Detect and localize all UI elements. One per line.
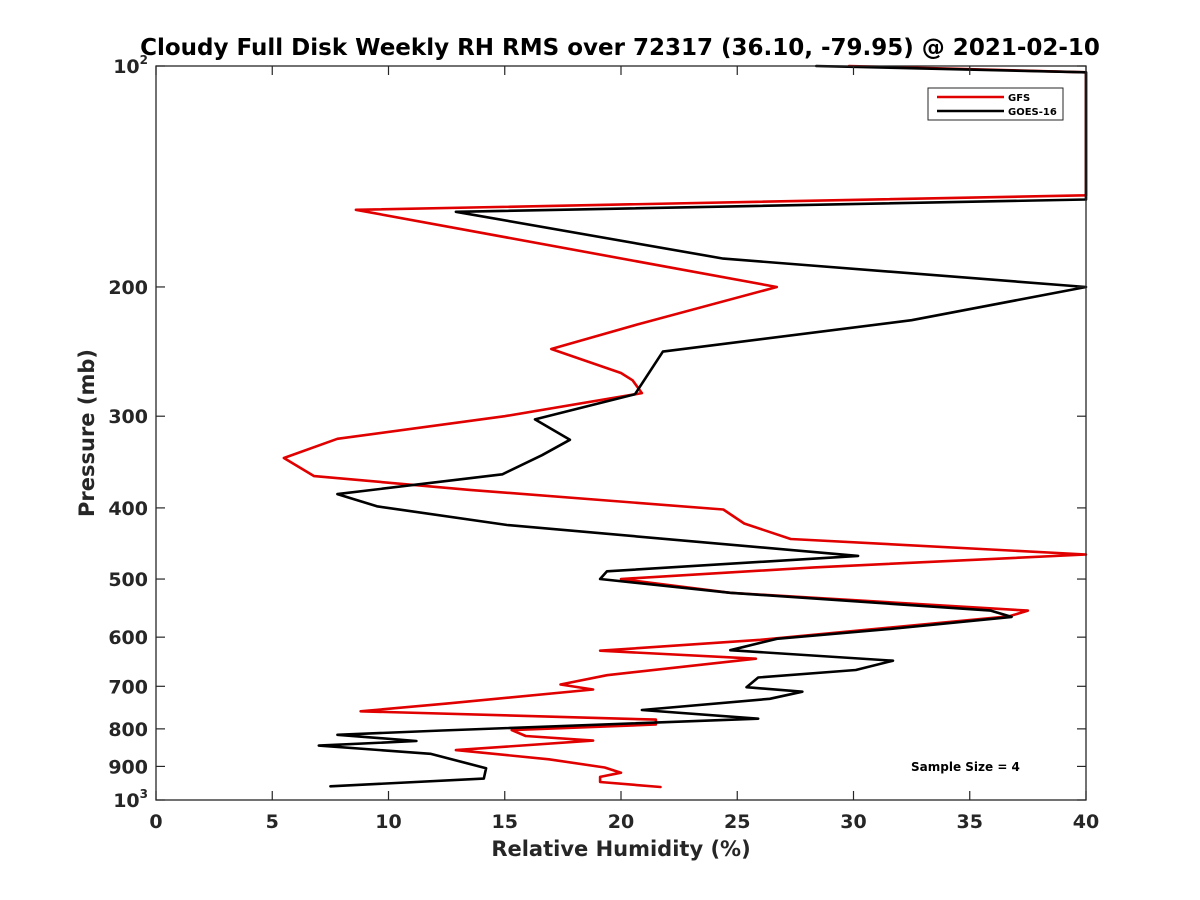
x-tick-label: 10 bbox=[375, 811, 401, 833]
y-tick-label-exponent: 3 bbox=[140, 787, 148, 801]
y-tick-label: 900 bbox=[108, 756, 148, 778]
legend-label-gfs: GFS bbox=[1008, 93, 1030, 104]
y-tick-label: 600 bbox=[108, 627, 148, 649]
y-tick-label: 103 bbox=[113, 787, 148, 812]
y-tick-label-text: 700 bbox=[108, 676, 148, 698]
y-tick-label-text: 400 bbox=[108, 498, 148, 520]
y-tick-label-text: 300 bbox=[108, 406, 148, 428]
y-tick-label-text: 800 bbox=[108, 719, 148, 741]
x-tick-label: 40 bbox=[1073, 811, 1099, 833]
series-layer bbox=[282, 64, 1088, 789]
series-line-gfs bbox=[282, 64, 1088, 789]
y-tick-label: 800 bbox=[108, 719, 148, 741]
legend: GFS GOES-16 bbox=[927, 87, 1064, 121]
chart-title: Cloudy Full Disk Weekly RH RMS over 7231… bbox=[140, 35, 1100, 61]
y-axis-label: Pressure (mb) bbox=[75, 349, 99, 517]
y-tick-label: 400 bbox=[108, 498, 148, 520]
y-tick-label-text: 10 bbox=[113, 790, 139, 812]
y-tick-label: 500 bbox=[108, 569, 148, 591]
y-tick-label: 300 bbox=[108, 406, 148, 428]
x-tick-label: 35 bbox=[957, 811, 983, 833]
x-tick-label: 25 bbox=[724, 811, 750, 833]
x-axis: 0 5 10 15 20 25 30 35 40 bbox=[149, 66, 1099, 833]
legend-label-goes16: GOES-16 bbox=[1008, 107, 1057, 118]
x-tick-label: 5 bbox=[266, 811, 279, 833]
y-tick-label-text: 10 bbox=[113, 56, 139, 78]
y-tick-label-text: 600 bbox=[108, 627, 148, 649]
sample-size-annotation: Sample Size = 4 bbox=[911, 760, 1020, 774]
x-tick-label: 15 bbox=[492, 811, 518, 833]
plot-frame bbox=[155, 65, 1087, 801]
y-tick-label-exponent: 2 bbox=[140, 53, 148, 67]
y-tick-label: 700 bbox=[108, 676, 148, 698]
y-tick-label: 200 bbox=[108, 277, 148, 299]
x-tick-label: 20 bbox=[608, 811, 634, 833]
y-tick-label: 102 bbox=[113, 53, 148, 78]
series-line-goes16 bbox=[317, 64, 1088, 788]
y-tick-label-text: 200 bbox=[108, 277, 148, 299]
x-tick-label: 0 bbox=[149, 811, 162, 833]
x-tick-label: 30 bbox=[840, 811, 866, 833]
legend-box bbox=[927, 87, 1064, 121]
y-tick-label-text: 500 bbox=[108, 569, 148, 591]
y-tick-label-text: 900 bbox=[108, 756, 148, 778]
x-axis-label: Relative Humidity (%) bbox=[491, 837, 750, 861]
